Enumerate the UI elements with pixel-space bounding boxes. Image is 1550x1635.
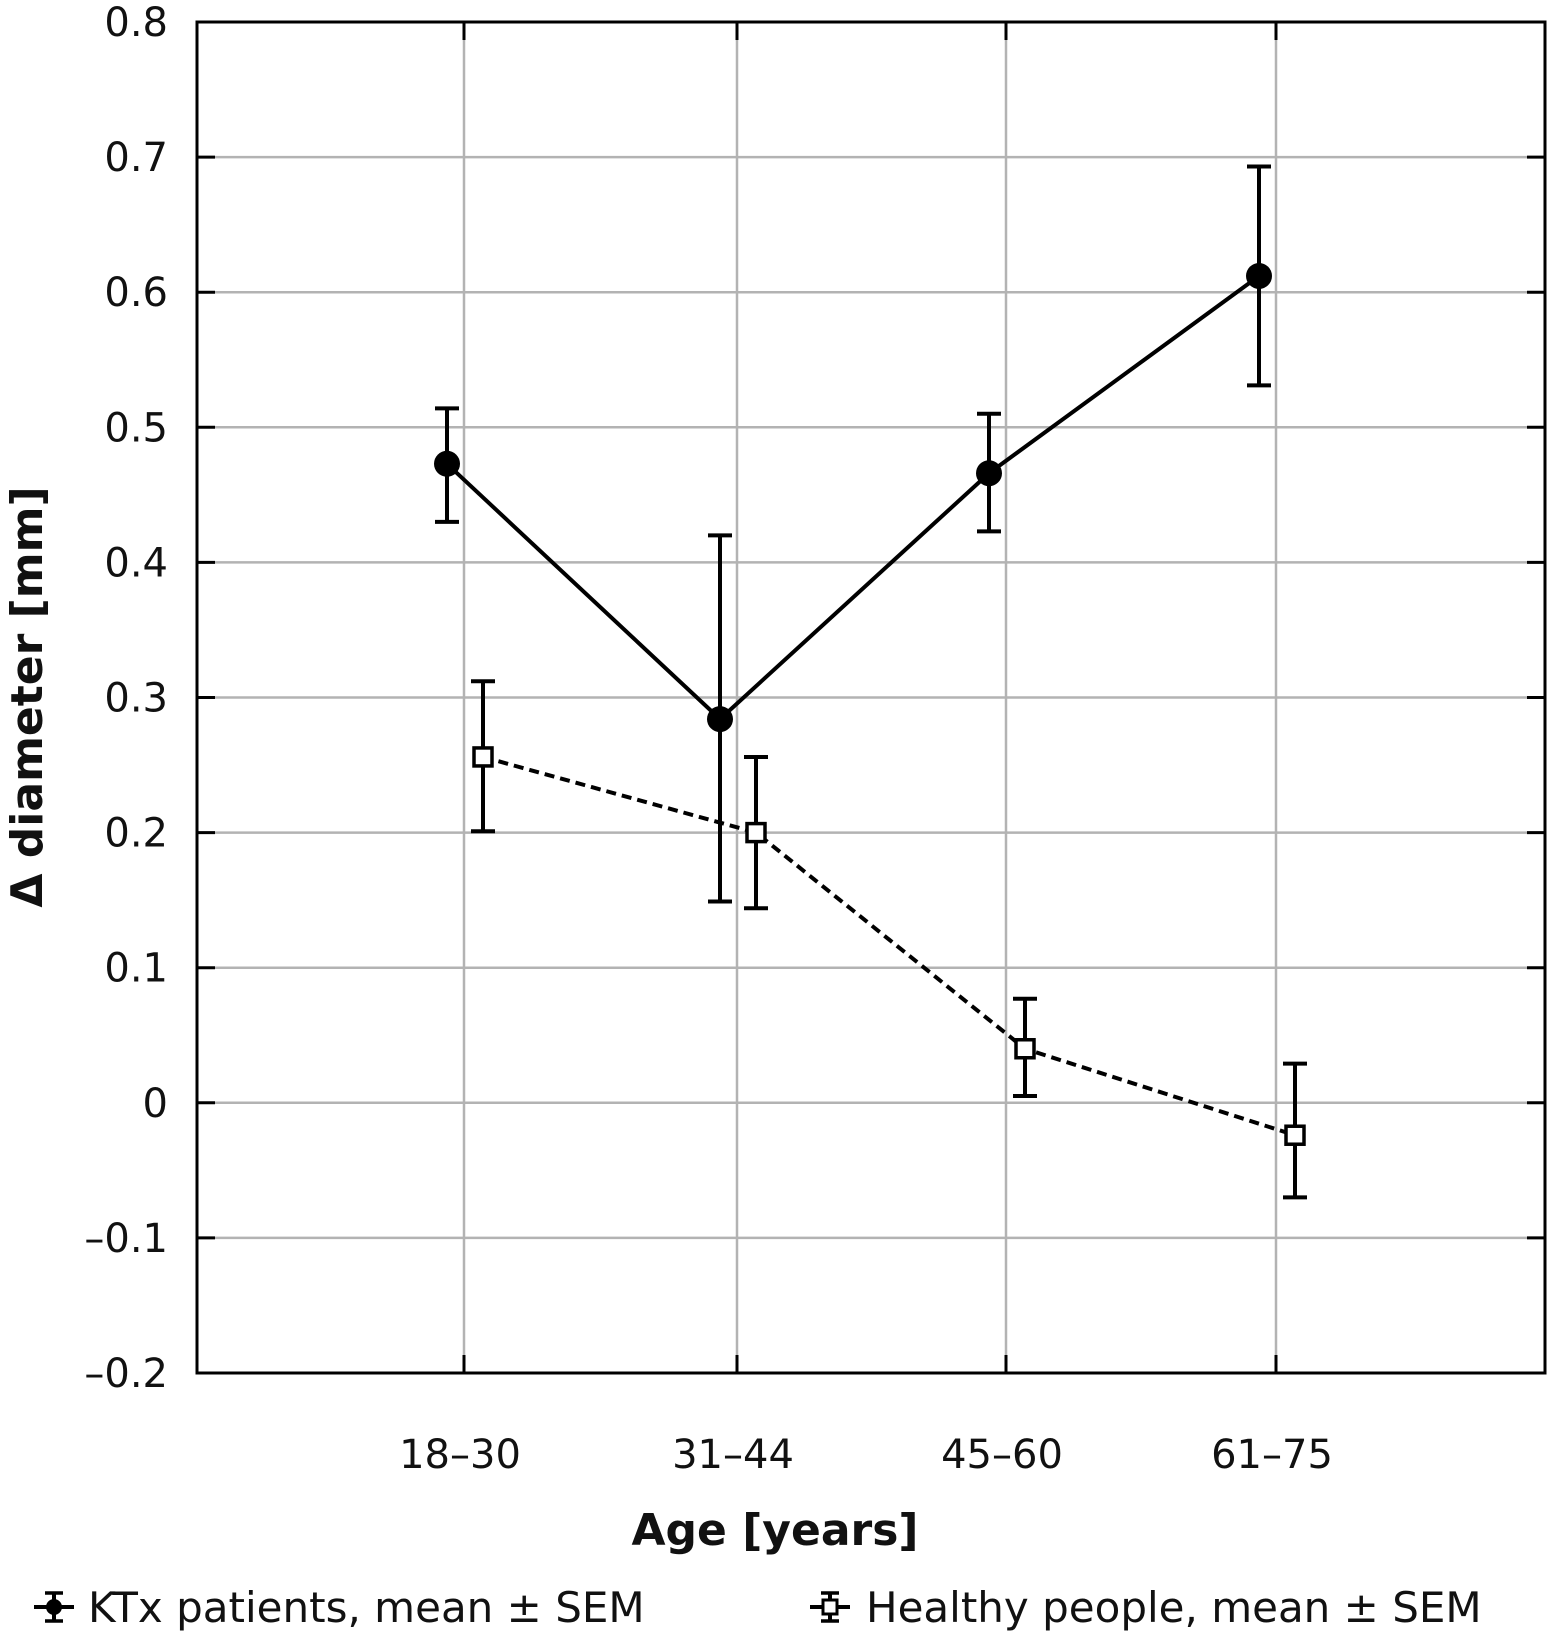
legend-icon-marker	[46, 1599, 62, 1615]
data-point	[707, 706, 733, 733]
y-tick-label: –0.2	[84, 1351, 168, 1397]
y-tick-label: 0.8	[104, 0, 168, 46]
legend-ktx-icon	[34, 1591, 74, 1623]
series-ktx	[434, 164, 1272, 904]
y-tick-label: 0.4	[104, 540, 168, 586]
x-tick-label: 31–44	[672, 1432, 794, 1478]
legend-item-healthy: Healthy people, mean ± SEM	[810, 1583, 1482, 1632]
y-tick-label: 0.7	[104, 135, 168, 181]
y-tick-label: –0.1	[84, 1216, 168, 1262]
series-healthy	[471, 679, 1307, 1200]
y-tick-label: 0.3	[104, 676, 168, 722]
x-tick-label: 61–75	[1211, 1432, 1333, 1478]
data-point	[1014, 1038, 1036, 1060]
x-tick-label: 18–30	[399, 1432, 521, 1478]
legend-icon-marker	[821, 1598, 839, 1616]
x-tick-label: 45–60	[941, 1432, 1063, 1478]
y-tick-label: 0.6	[104, 270, 168, 316]
series-layer	[434, 164, 1307, 1200]
y-tick-label: 0.2	[104, 811, 168, 857]
y-tick-label: 0.1	[104, 946, 168, 992]
x-axis-title: Age [years]	[631, 1505, 918, 1556]
y-tick-label: 0	[143, 1081, 168, 1127]
data-point	[1284, 1124, 1306, 1146]
data-point	[745, 821, 767, 844]
grid-layer	[197, 20, 1545, 1375]
data-point	[472, 746, 494, 768]
y-tick-label: 0.5	[104, 405, 168, 451]
data-point	[434, 450, 460, 477]
data-point	[1246, 262, 1272, 289]
legend-item-ktx: KTx patients, mean ± SEM	[34, 1583, 645, 1632]
series-line	[445, 274, 1261, 722]
data-point	[976, 460, 1002, 487]
legend-label-ktx: KTx patients, mean ± SEM	[88, 1583, 645, 1632]
legend-healthy-icon	[810, 1591, 850, 1623]
tick-layer: –0.2 –0.1 0 0.1 0.2 0.3 0.4 0.5 0.6 0.7 0.8 18–30 31…	[84, 0, 1545, 1478]
series-line	[482, 755, 1296, 1138]
legend-label-healthy: Healthy people, mean ± SEM	[866, 1583, 1482, 1632]
legend: KTx patients, mean ± SEM Healthy people,…	[34, 1583, 1482, 1632]
y-axis-title: Δ diameter [mm]	[2, 486, 53, 907]
